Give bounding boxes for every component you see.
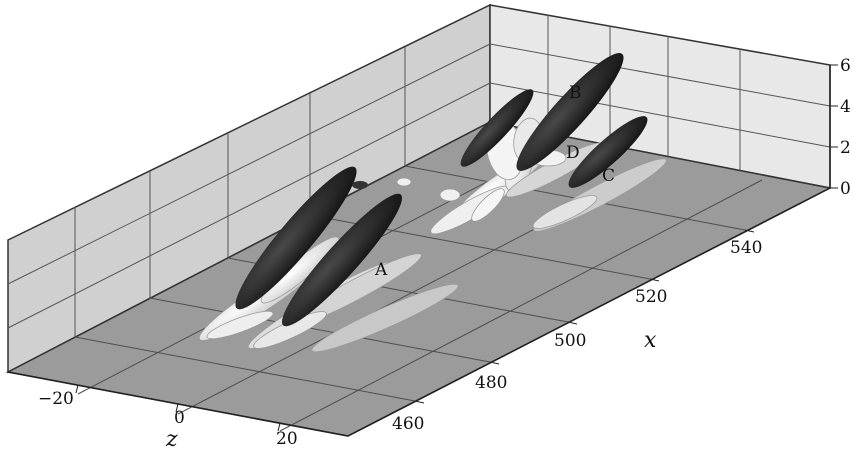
- y-tick-label: 0: [840, 179, 851, 199]
- structure-label-b: B: [569, 83, 582, 103]
- x-tick-label: 500: [554, 331, 586, 351]
- structure-label-c: C: [602, 166, 615, 186]
- left-wall-grid: [7, 43, 491, 337]
- x-tick-label: 460: [392, 414, 424, 434]
- z-axis-title: z: [165, 427, 178, 451]
- x-tick-label: 480: [475, 373, 507, 393]
- dark-structures: [235, 53, 648, 327]
- back-wall-grid: [489, 15, 831, 170]
- structure-label-d: D: [566, 143, 580, 163]
- z-tick-label: 0: [174, 408, 185, 428]
- x-tick-label: 540: [730, 238, 762, 258]
- x-axis: 460 480 500 520 540 x: [347, 187, 831, 437]
- structure-label-a: A: [374, 260, 388, 280]
- z-axis: −20 0 20 z: [7, 371, 349, 452]
- y-axis: 0 2 4 6: [829, 56, 851, 199]
- y-tick-label: 6: [840, 56, 851, 76]
- z-tick-label: −20: [38, 389, 74, 409]
- x-tick-label: 520: [635, 287, 667, 307]
- x-axis-title: x: [644, 328, 657, 353]
- y-tick-label: 2: [840, 138, 851, 158]
- z-tick-label: 20: [276, 429, 298, 449]
- y-tick-label: 4: [840, 97, 851, 117]
